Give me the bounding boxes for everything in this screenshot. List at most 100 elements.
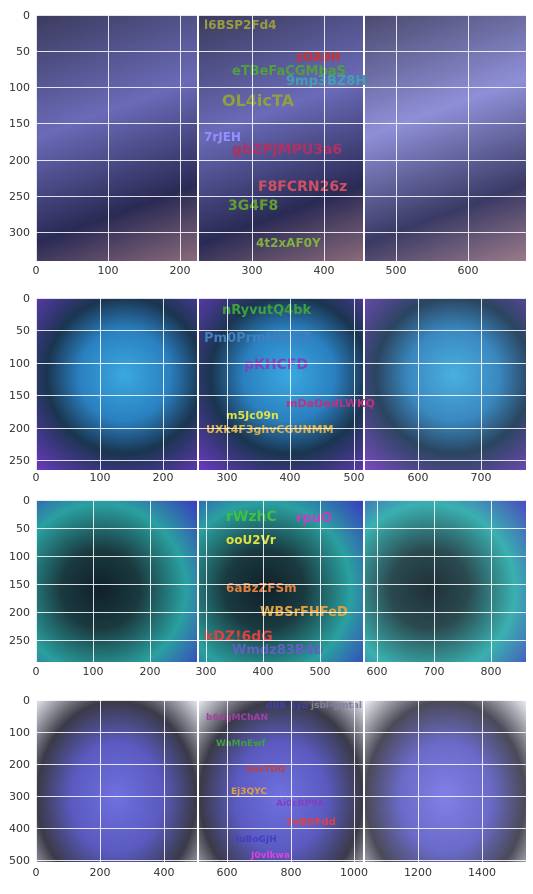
y-tick-label: 0 xyxy=(23,9,30,22)
overlay-text: Pm0PrmHhtSZ xyxy=(204,331,311,346)
figure-panel-baby: dBB Bya jsbl-gmtal b6ugMChAN WaMnEwf Ims… xyxy=(0,685,533,894)
overlay-text: rWzhC xyxy=(226,509,277,525)
y-tick-label: 200 xyxy=(9,154,30,167)
x-tick-label: 600 xyxy=(216,866,238,879)
x-tick-label: 1400 xyxy=(468,866,496,879)
y-tick-label: 50 xyxy=(16,522,30,535)
overlay-text: rpuO xyxy=(296,511,333,526)
y-tick-label: 150 xyxy=(9,578,30,591)
x-tick-label: 200 xyxy=(152,471,174,484)
overlay-text: jsbl-gmtal xyxy=(311,701,362,711)
y-tick-label: 500 xyxy=(9,854,30,867)
overlay-text: luBoGJH xyxy=(236,835,277,845)
y-tick-label: 250 xyxy=(9,454,30,467)
x-tick-label: 600 xyxy=(407,471,429,484)
image-area-baby: dBB Bya jsbl-gmtal b6ugMChAN WaMnEwf Ims… xyxy=(36,700,526,862)
figure-panel-butterfly: nRyvutQ4bk Pm0PrmHhtSZ pKHCFD mDaOedLWKQ… xyxy=(0,280,533,490)
y-tick-label: 200 xyxy=(9,606,30,619)
x-tick-label: 300 xyxy=(241,264,263,277)
overlay-text: OL4icTA xyxy=(222,91,294,110)
x-tick-label: 400 xyxy=(153,866,175,879)
y-tick-label: 100 xyxy=(9,357,30,370)
overlay-text: b6ugMChAN xyxy=(206,713,269,723)
y-tick-label: 250 xyxy=(9,190,30,203)
overlay-text: eTBeFaCGMbaS xyxy=(232,64,346,79)
image-tile-original xyxy=(36,700,197,862)
x-tick-label: 800 xyxy=(480,665,502,678)
overlay-text: ImsTDQ xyxy=(246,765,286,775)
overlay-text: gbZPJMPU3a6 xyxy=(232,142,343,158)
x-tick-label: 500 xyxy=(309,665,331,678)
y-tick-label: 100 xyxy=(9,81,30,94)
overlay-text: m5Jc09n xyxy=(226,409,279,422)
overlay-text: UXk4F3ghvCGUNMM xyxy=(206,423,334,436)
overlay-text: F8FCRN26z xyxy=(258,179,348,195)
image-tile-original xyxy=(36,15,197,261)
y-tick-label: 300 xyxy=(9,790,30,803)
x-tick-label: 200 xyxy=(89,866,111,879)
y-tick-label: 200 xyxy=(9,758,30,771)
y-tick-label: 150 xyxy=(9,117,30,130)
overlay-text: zOA8H xyxy=(296,50,341,64)
overlay-text: Ai0cRP9A xyxy=(276,799,325,809)
image-tile-reconstructed xyxy=(365,15,526,261)
y-tick-label: 300 xyxy=(9,226,30,239)
x-tick-label: 100 xyxy=(97,264,119,277)
overlay-text: 3G4F8 xyxy=(228,198,279,214)
image-tile-reconstructed xyxy=(365,700,526,862)
image-area-toucan: rWzhC rpuO ooU2Vr 6aBzZFSm WBSrFHFeD kDZ… xyxy=(36,500,526,662)
image-tile-reconstructed xyxy=(365,298,526,470)
x-tick-label: 400 xyxy=(252,665,274,678)
x-tick-label: 1000 xyxy=(340,866,368,879)
y-tick-label: 100 xyxy=(9,550,30,563)
x-tick-label: 600 xyxy=(366,665,388,678)
y-tick-label: 0 xyxy=(23,292,30,305)
image-area-woman: l6BSP2Fd4 zOA8H eTBeFaCGMbaS 9mp3BZ8H OL… xyxy=(36,15,526,261)
overlay-text: WaMnEwf xyxy=(216,739,266,749)
figure-panel-woman: l6BSP2Fd4 zOA8H eTBeFaCGMbaS 9mp3BZ8H OL… xyxy=(0,0,533,280)
image-tile-reconstructed xyxy=(365,500,526,662)
x-tick-label: 200 xyxy=(139,665,161,678)
image-area-butterfly: nRyvutQ4bk Pm0PrmHhtSZ pKHCFD mDaOedLWKQ… xyxy=(36,298,526,470)
x-tick-label: 1200 xyxy=(404,866,432,879)
x-tick-label: 0 xyxy=(32,866,40,879)
y-tick-label: 50 xyxy=(16,45,30,58)
x-tick-label: 400 xyxy=(279,471,301,484)
image-tile-original xyxy=(36,298,197,470)
overlay-text: kDZ!6dG xyxy=(204,629,273,645)
image-tile-original xyxy=(36,500,197,662)
overlay-text: dBB Bya xyxy=(266,701,309,711)
x-tick-label: 0 xyxy=(32,264,40,277)
image-tile-perturbed xyxy=(199,15,363,261)
y-tick-label: 200 xyxy=(9,422,30,435)
overlay-text: nRyvutQ4bk xyxy=(222,303,312,318)
overlay-text: WBSrFHFeD xyxy=(260,605,348,620)
y-tick-label: 150 xyxy=(9,389,30,402)
overlay-text: 6aBzZFSm xyxy=(226,581,297,595)
image-tile-perturbed xyxy=(199,700,363,862)
y-tick-label: 0 xyxy=(23,494,30,507)
x-tick-label: 0 xyxy=(32,471,40,484)
x-tick-label: 100 xyxy=(89,471,111,484)
x-tick-label: 700 xyxy=(423,665,445,678)
overlay-text: mDaOedLWKQ xyxy=(286,397,375,410)
overlay-text: 9mp3BZ8H xyxy=(286,74,367,89)
y-tick-label: 0 xyxy=(23,694,30,707)
figure-panel-toucan: rWzhC rpuO ooU2Vr 6aBzZFSm WBSrFHFeD kDZ… xyxy=(0,490,533,685)
x-tick-label: 300 xyxy=(216,471,238,484)
image-tile-perturbed xyxy=(199,500,363,662)
overlay-text: pKHCFD xyxy=(244,357,309,373)
x-tick-label: 500 xyxy=(385,264,407,277)
overlay-text: 4t2xAF0Y xyxy=(256,236,321,250)
x-tick-label: 100 xyxy=(82,665,104,678)
overlay-text: Ej3QYC xyxy=(231,787,267,797)
image-tile-perturbed xyxy=(199,298,363,470)
overlay-text: ooU2Vr xyxy=(226,533,276,547)
y-tick-label: 100 xyxy=(9,726,30,739)
x-tick-label: 300 xyxy=(195,665,217,678)
overlay-text: l6BSP2Fd4 xyxy=(204,18,277,32)
y-tick-label: 250 xyxy=(9,634,30,647)
x-tick-label: 400 xyxy=(313,264,335,277)
x-tick-label: 700 xyxy=(470,471,492,484)
overlay-text: J0vlkwa xyxy=(251,851,290,861)
